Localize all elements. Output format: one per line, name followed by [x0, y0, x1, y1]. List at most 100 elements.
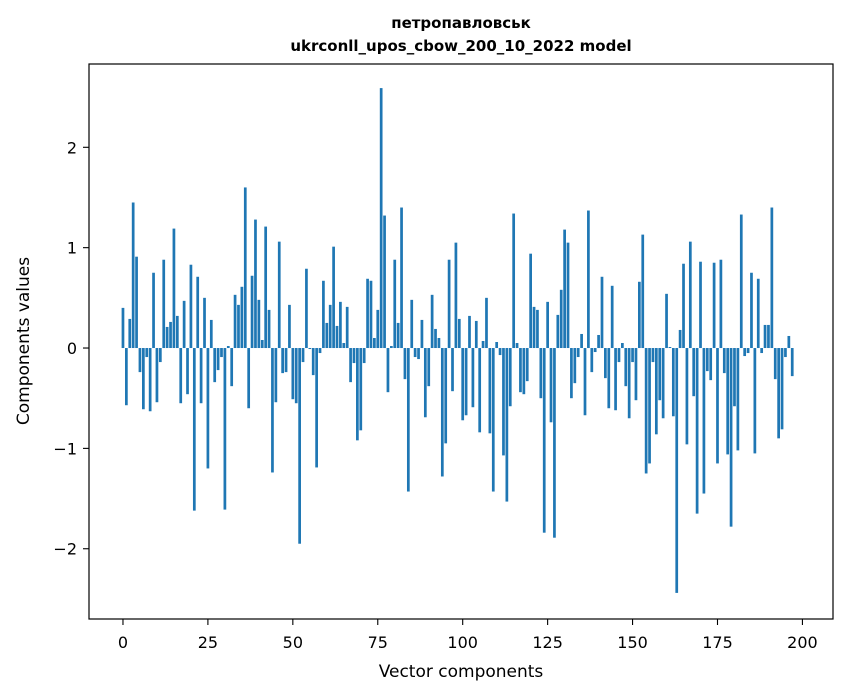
bar-74 — [373, 337, 376, 349]
bar-185 — [750, 272, 753, 349]
bar-54 — [305, 268, 308, 349]
bar-187 — [756, 278, 760, 349]
y-tick-label: −1 — [53, 439, 77, 458]
bar-183 — [743, 348, 747, 357]
bar-15 — [172, 228, 176, 349]
bar-118 — [522, 348, 526, 395]
bar-48 — [284, 348, 288, 373]
bar-79 — [390, 346, 393, 349]
bar-150 — [631, 348, 634, 363]
bar-20 — [189, 264, 193, 349]
bar-184 — [746, 348, 750, 354]
bar-102 — [468, 315, 471, 349]
bar-167 — [688, 241, 692, 349]
bar-151 — [634, 348, 638, 401]
bar-115 — [512, 213, 516, 349]
bar-114 — [508, 348, 512, 407]
bar-14 — [169, 321, 172, 349]
bar-128 — [556, 314, 560, 349]
bar-174 — [712, 262, 716, 349]
bar-112 — [502, 348, 505, 456]
bar-139 — [593, 348, 597, 353]
x-tick-label: 50 — [283, 633, 303, 652]
bar-158 — [658, 348, 662, 401]
bar-46 — [277, 241, 281, 349]
bar-98 — [454, 242, 458, 349]
bar-16 — [175, 315, 179, 349]
bar-121 — [532, 306, 536, 349]
bar-25 — [206, 348, 210, 469]
bar-148 — [624, 348, 628, 387]
bar-95 — [444, 348, 448, 444]
bar-99 — [457, 318, 461, 349]
bar-194 — [780, 348, 784, 430]
bar-42 — [264, 226, 268, 349]
bar-193 — [777, 348, 780, 439]
bar-4 — [135, 256, 138, 349]
bar-175 — [716, 348, 719, 464]
bar-9 — [152, 272, 155, 349]
bar-132 — [570, 348, 573, 399]
bar-17 — [179, 348, 183, 404]
bar-76 — [379, 88, 383, 349]
bar-36 — [243, 187, 247, 349]
bar-182 — [739, 214, 743, 349]
bar-59 — [322, 280, 325, 349]
bar-81 — [396, 322, 400, 349]
y-axis-label: Components values — [14, 257, 34, 425]
bar-140 — [597, 334, 600, 349]
bar-22 — [196, 276, 200, 349]
bar-45 — [274, 348, 278, 403]
bar-6 — [142, 348, 145, 410]
bar-41 — [260, 339, 264, 349]
bar-24 — [203, 297, 206, 349]
bar-1 — [125, 348, 128, 406]
bar-171 — [702, 348, 706, 494]
bar-109 — [491, 348, 495, 492]
bar-125 — [546, 301, 549, 349]
bar-190 — [767, 324, 770, 349]
bar-97 — [451, 348, 454, 392]
bar-127 — [553, 348, 556, 538]
bar-55 — [308, 348, 312, 350]
bar-186 — [753, 348, 757, 454]
bar-93 — [437, 337, 441, 349]
bar-80 — [393, 259, 397, 349]
bar-18 — [182, 300, 186, 349]
bar-63 — [335, 325, 339, 349]
y-tick-label: 0 — [67, 339, 77, 358]
bar-122 — [536, 309, 539, 349]
x-tick-label: 200 — [787, 633, 818, 652]
bar-83 — [403, 348, 407, 380]
bar-145 — [614, 348, 617, 411]
bar-197 — [790, 348, 794, 377]
bar-67 — [349, 348, 352, 383]
bar-66 — [345, 306, 349, 349]
bar-159 — [661, 348, 665, 419]
bar-87 — [417, 348, 420, 360]
chart-title-line2: ukrconll_upos_cbow_200_10_2022 model — [290, 37, 631, 55]
bar-124 — [542, 348, 546, 533]
bar-162 — [671, 348, 675, 417]
plot-frame — [88, 63, 834, 620]
bar-152 — [638, 281, 641, 349]
bar-116 — [515, 343, 519, 349]
bar-181 — [736, 348, 740, 451]
x-tick-label: 150 — [617, 633, 648, 652]
bar-164 — [678, 329, 682, 349]
bar-173 — [709, 348, 713, 381]
bar-5 — [138, 348, 142, 373]
bar-2 — [128, 318, 132, 349]
bar-157 — [654, 348, 658, 435]
bar-0 — [121, 307, 125, 349]
bar-3 — [131, 202, 135, 349]
bar-113 — [505, 348, 509, 502]
bar-96 — [447, 259, 451, 349]
bar-78 — [386, 348, 390, 393]
bar-37 — [247, 348, 251, 409]
bar-137 — [587, 210, 590, 349]
bar-33 — [233, 294, 237, 349]
bar-178 — [726, 348, 730, 455]
bar-94 — [440, 348, 444, 477]
bar-65 — [342, 343, 346, 349]
